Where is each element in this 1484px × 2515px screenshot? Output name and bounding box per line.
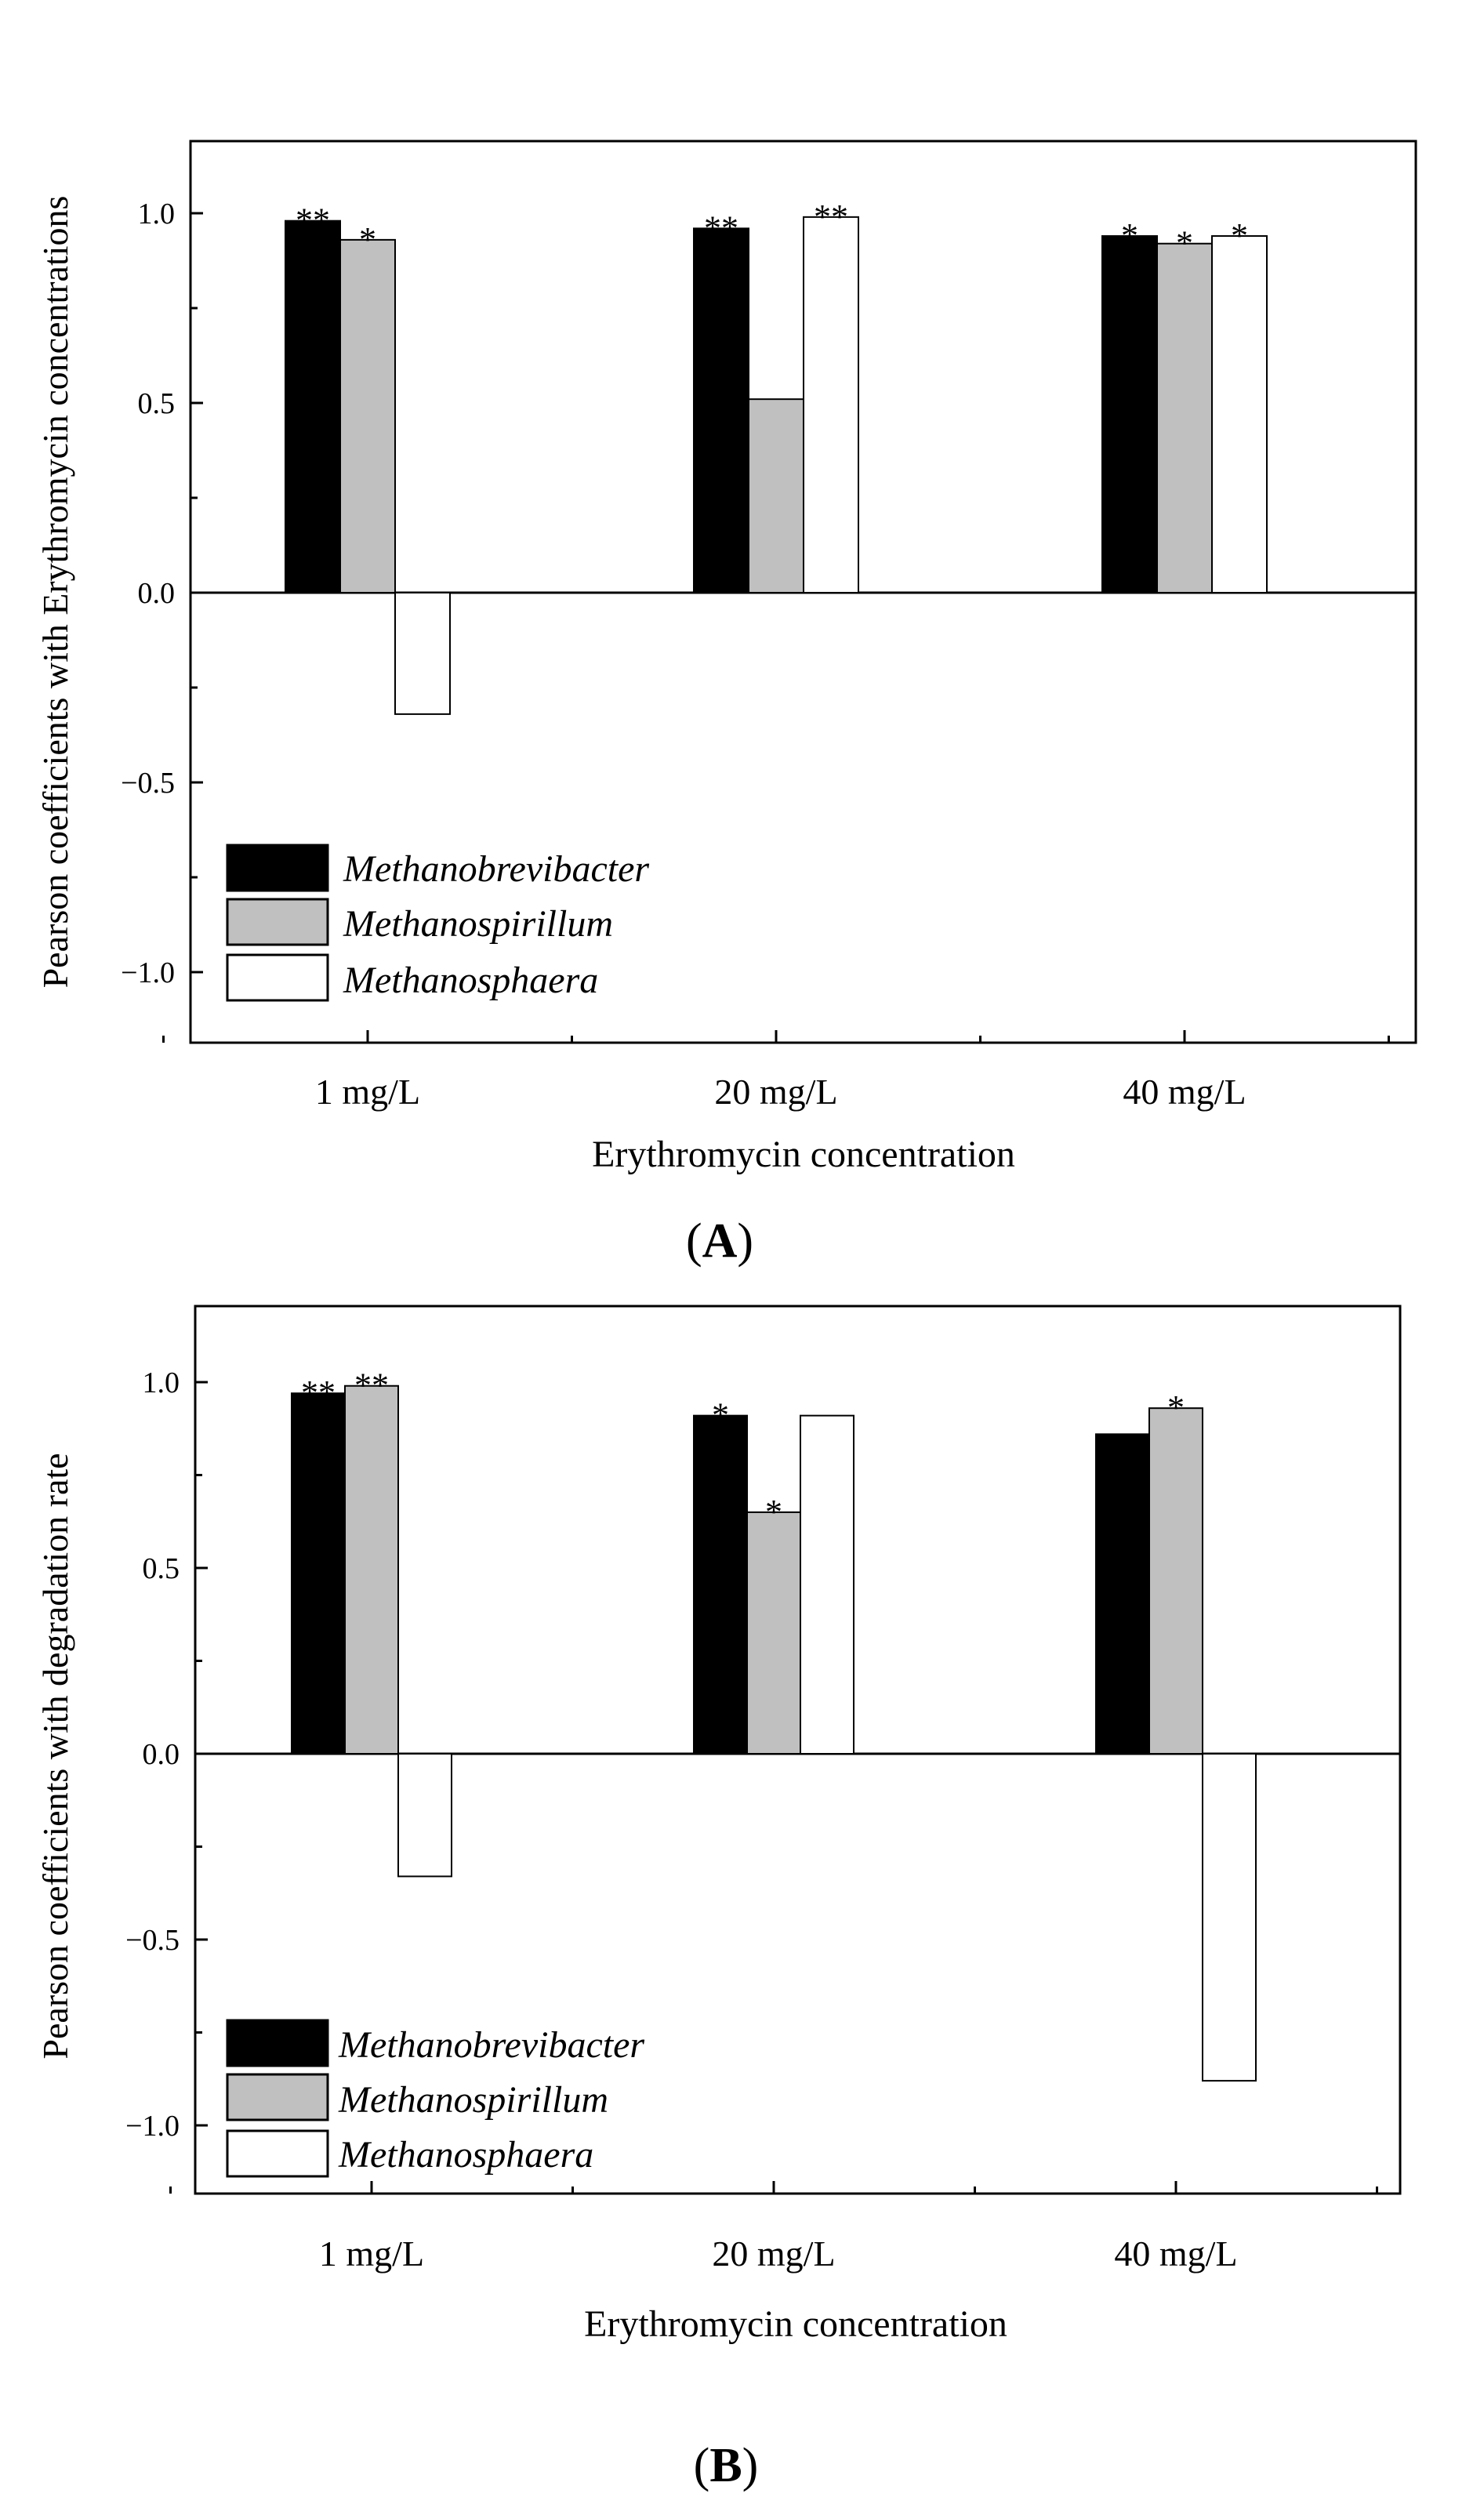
significance-marker: ** [354,1366,389,1405]
y-tick-label: 0.5 [138,387,176,420]
significance-marker: ** [301,1374,336,1412]
legend-label-methanosphaera: Methanosphaera [338,2134,593,2176]
y-tick-label: 0.5 [143,1552,180,1585]
legend-label-methanobrevibacter: Methanobrevibacter [338,2024,644,2066]
bar-methanosphaera-0 [397,1753,452,1878]
bar-methanobrevibacter-0 [291,1392,346,1755]
significance-marker: ** [704,209,738,247]
chart-panel-b: Pearson coefficients with degradation ra… [35,1305,1402,2492]
legend: Methanobrevibacter Methanospirillum Meth… [226,2019,644,2178]
bar-methanospirillum-1 [748,398,804,593]
legend-swatch-methanospirillum [226,2073,329,2121]
bar-methanobrevibacter-2 [1095,1433,1150,1755]
significance-marker: * [1167,1388,1185,1427]
legend-swatch-methanobrevibacter [226,2019,329,2067]
bar-methanospirillum-1 [746,1511,801,1755]
bar-methanosphaera-2 [1202,1753,1257,2082]
y-tick-label: −0.5 [125,1924,180,1957]
legend-label-methanobrevibacter: Methanobrevibacter [343,848,649,890]
bar-methanospirillum-2 [1156,242,1213,593]
x-tick-label: 40 mg/L [1114,2234,1237,2274]
y-axis-title: Pearson coefficients with degradation ra… [35,1453,75,2059]
bar-methanobrevibacter-0 [285,220,341,593]
x-tick-label: 20 mg/L [712,2234,835,2274]
bar-methanosphaera-1 [800,1414,854,1755]
bar-methanospirillum-2 [1148,1407,1203,1755]
y-tick-label: −1.0 [121,956,175,989]
panel-label-b: (B) [694,2439,759,2492]
x-tick-label: 1 mg/L [319,2234,424,2274]
bar-methanobrevibacter-2 [1101,235,1158,593]
legend-swatch-methanospirillum [226,898,329,946]
legend-label-methanosphaera: Methanosphaera [343,960,598,1001]
significance-marker: * [1121,216,1138,255]
significance-marker: * [712,1396,729,1435]
bar-methanosphaera-2 [1211,235,1268,593]
bar-methanobrevibacter-1 [693,1414,748,1755]
significance-marker: * [1176,224,1193,263]
y-axis-title: Pearson coefficients with Erythromycin c… [35,196,75,989]
x-tick-label: 20 mg/L [714,1072,837,1112]
bar-methanosphaera-1 [803,216,859,593]
bar-methanospirillum-0 [339,238,396,593]
x-tick-label: 40 mg/L [1123,1072,1246,1112]
legend-label-methanospirillum: Methanospirillum [343,903,613,945]
legend-label-methanospirillum: Methanospirillum [338,2079,608,2121]
significance-marker: * [765,1493,782,1531]
x-axis-title: Erythromycin concentration [584,2303,1007,2345]
bar-methanospirillum-0 [344,1385,399,1755]
x-axis-title: Erythromycin concentration [592,1134,1015,1175]
plot-area-frame [194,1305,1402,2195]
bar-methanosphaera-0 [394,592,451,715]
y-tick-label: 1.0 [138,198,176,230]
y-tick-label: 0.0 [143,1738,180,1771]
significance-marker: ** [814,198,848,236]
significance-marker: * [359,220,376,259]
bar-methanobrevibacter-1 [693,227,749,593]
legend: Methanobrevibacter Methanospirillum Meth… [226,844,649,1002]
y-tick-label: 0.0 [138,577,176,610]
significance-marker: * [1231,216,1248,255]
y-tick-label: −0.5 [121,767,175,800]
legend-swatch-methanobrevibacter [226,844,329,892]
chart-panel-a: Pearson coefficients with Erythromycin c… [35,140,1417,1268]
y-tick-label: −1.0 [125,2110,180,2143]
legend-swatch-methanosphaera [226,2129,329,2178]
legend-swatch-methanosphaera [226,953,329,1002]
y-tick-label: 1.0 [143,1366,180,1399]
significance-marker: ** [296,201,330,240]
panel-label-a: (A) [686,1214,753,1268]
x-tick-label: 1 mg/L [315,1072,420,1112]
